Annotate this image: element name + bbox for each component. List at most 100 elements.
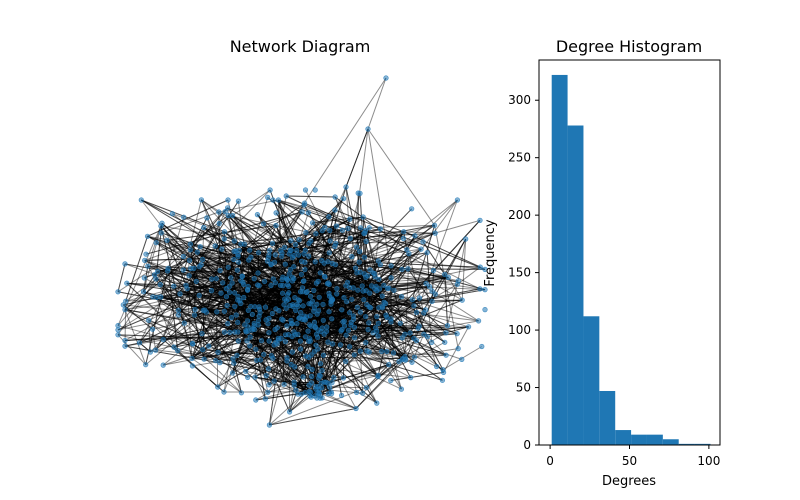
network-node <box>196 292 202 299</box>
histogram-bar <box>551 74 568 445</box>
network-node <box>328 389 334 395</box>
network-edge <box>293 381 357 409</box>
network-edge <box>173 346 219 388</box>
network-node <box>432 230 438 236</box>
network-node <box>226 284 232 290</box>
network-edge <box>314 232 366 263</box>
network-edge <box>200 264 207 313</box>
network-edge <box>242 276 292 324</box>
y-tick-label: 300 <box>508 93 531 107</box>
network-edge <box>186 288 204 311</box>
network-edge <box>335 243 413 363</box>
network-edge <box>321 260 481 268</box>
network-node <box>330 341 336 347</box>
network-edge <box>203 273 290 360</box>
network-edge <box>308 243 324 305</box>
network-edge <box>288 262 333 287</box>
network-node <box>300 374 306 380</box>
network-node <box>149 326 156 332</box>
network-node <box>477 217 483 223</box>
network-edge <box>247 289 266 308</box>
network-edge <box>343 289 359 299</box>
network-node <box>357 248 363 255</box>
network-edge <box>352 315 361 352</box>
network-node <box>262 304 269 310</box>
network-edge <box>166 240 187 286</box>
network-node <box>249 311 255 318</box>
network-edge <box>267 197 383 297</box>
network-edge <box>144 259 187 286</box>
network-node <box>320 301 326 308</box>
network-edge <box>247 289 411 379</box>
network-node <box>225 321 231 327</box>
network-edge <box>216 259 249 280</box>
network-edge <box>355 359 403 409</box>
network-node <box>466 324 472 330</box>
network-node <box>442 271 448 278</box>
network-node <box>265 389 271 395</box>
network-edge <box>329 186 347 241</box>
network-edge <box>173 285 218 313</box>
network-edge <box>124 345 333 384</box>
network-node <box>283 305 289 311</box>
y-tick-label: 200 <box>508 208 531 222</box>
network-node <box>141 275 147 281</box>
network-edge <box>365 387 378 404</box>
network-node <box>142 257 148 264</box>
network-edge <box>349 312 392 320</box>
network-node <box>146 317 152 323</box>
network-edge <box>375 231 405 287</box>
network-edge <box>334 216 364 247</box>
network-edge <box>167 268 179 351</box>
network-edge <box>265 319 296 368</box>
network-edge <box>235 240 291 252</box>
network-edge <box>194 309 219 353</box>
network-edge <box>177 350 312 377</box>
network-node <box>175 348 181 354</box>
network-edge <box>305 292 311 325</box>
network-edge <box>355 358 407 409</box>
network-edge <box>190 243 350 314</box>
network-edge <box>167 268 179 351</box>
network-edge <box>331 316 366 320</box>
network-edge <box>188 275 285 306</box>
network-node <box>314 311 320 317</box>
network-node <box>397 320 403 326</box>
network-edge <box>178 285 363 311</box>
network-node <box>215 384 221 390</box>
network-edge <box>374 288 403 339</box>
network-edge <box>117 334 304 378</box>
network-node <box>362 230 368 236</box>
network-node <box>366 320 372 326</box>
network-edge <box>331 263 333 301</box>
network-edge <box>245 248 422 372</box>
network-edge <box>327 309 343 343</box>
network-edge <box>378 307 402 390</box>
network-edge <box>368 305 415 324</box>
network-edge <box>155 231 225 351</box>
network-edge <box>247 290 260 317</box>
network-node <box>272 326 278 333</box>
network-node <box>123 298 129 304</box>
network-edge <box>407 268 486 291</box>
network-edge <box>386 305 415 318</box>
network-edge <box>314 295 330 323</box>
network-node <box>189 355 195 362</box>
network-node <box>115 327 121 333</box>
network-edge <box>173 343 193 348</box>
network-edge <box>307 283 328 293</box>
network-edge <box>233 340 270 364</box>
network-edge <box>208 340 270 347</box>
network-edge <box>126 282 194 345</box>
network-edge <box>285 334 330 388</box>
network-edge <box>305 249 330 254</box>
network-edge <box>341 307 380 330</box>
network-edge <box>258 308 277 317</box>
network-edge <box>265 232 436 308</box>
network-edge <box>390 318 394 353</box>
network-node <box>432 291 438 297</box>
network-node <box>369 283 375 289</box>
network-edge <box>233 348 301 364</box>
network-node <box>295 391 301 397</box>
network-edge <box>332 262 446 343</box>
